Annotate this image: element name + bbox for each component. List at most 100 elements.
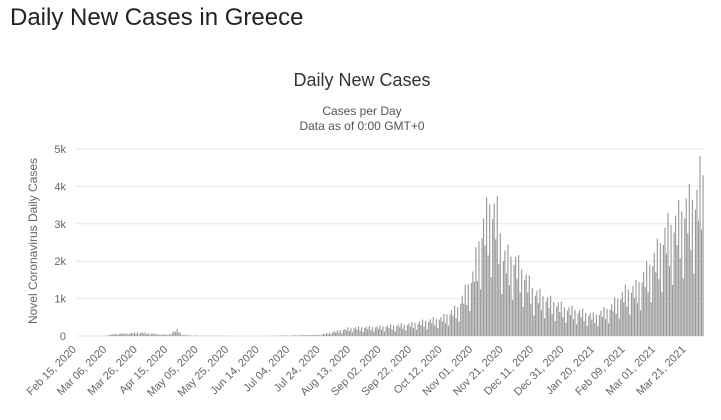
- bar: [135, 333, 137, 336]
- bar: [339, 330, 341, 336]
- bar: [176, 328, 178, 336]
- bar: [688, 183, 690, 336]
- bar: [345, 330, 347, 336]
- bar: [118, 333, 120, 336]
- bar: [659, 243, 661, 336]
- bar: [699, 156, 701, 336]
- bar: [170, 334, 172, 336]
- bar: [457, 307, 459, 336]
- bar: [676, 245, 678, 336]
- bar: [447, 325, 450, 336]
- bar: [658, 279, 660, 336]
- bar: [589, 313, 591, 336]
- bar: [510, 256, 512, 336]
- bar: [418, 321, 421, 336]
- y-tick-label: 2k: [54, 256, 66, 268]
- bar: [516, 279, 518, 336]
- bar: [153, 334, 155, 336]
- bar: [618, 318, 620, 336]
- bar: [519, 292, 521, 336]
- bar: [164, 334, 166, 336]
- bar: [420, 325, 422, 336]
- bar: [490, 276, 492, 336]
- bar: [415, 329, 418, 336]
- bar: [406, 325, 408, 336]
- bar: [438, 319, 440, 336]
- bar: [678, 199, 680, 336]
- bar: [601, 316, 604, 336]
- bar: [505, 273, 507, 336]
- bar: [627, 289, 629, 336]
- bar: [643, 272, 645, 336]
- bar: [388, 328, 390, 336]
- bar: [138, 334, 140, 336]
- bar: [289, 335, 291, 336]
- bar: [178, 332, 180, 336]
- bar: [687, 233, 689, 336]
- bar: [313, 335, 315, 336]
- bar: [112, 333, 114, 336]
- bar: [431, 323, 433, 336]
- bar: [545, 301, 547, 336]
- bar: [615, 313, 617, 336]
- bar: [632, 285, 634, 336]
- bar: [694, 209, 696, 336]
- bar: [481, 238, 483, 336]
- bar: [292, 335, 294, 336]
- bar: [332, 332, 334, 336]
- bar: [357, 326, 360, 336]
- bar: [396, 326, 398, 336]
- bar: [380, 329, 382, 336]
- bar: [297, 335, 299, 336]
- bar: [344, 328, 346, 336]
- bar: [165, 334, 168, 336]
- bar: [393, 325, 395, 336]
- bar: [159, 335, 161, 336]
- bar: [411, 321, 413, 336]
- bar: [653, 252, 655, 336]
- bar: [635, 279, 637, 336]
- bar: [655, 272, 657, 336]
- bar: [539, 288, 541, 336]
- bar: [638, 281, 640, 336]
- chart-subtitle-line2: Data as of 0:00 GMT+0: [299, 119, 424, 133]
- bar: [187, 335, 189, 336]
- bar: [190, 335, 192, 336]
- bar: [633, 298, 636, 336]
- bar: [502, 261, 504, 336]
- page-title: Daily New Cases in Greece: [10, 4, 304, 31]
- bar: [667, 212, 669, 336]
- bar: [675, 215, 677, 336]
- bar: [513, 264, 515, 336]
- bar: [664, 227, 666, 336]
- bar: [335, 332, 337, 336]
- bar: [182, 335, 184, 336]
- bar: [534, 295, 536, 336]
- bar: [140, 332, 142, 336]
- bar: [136, 332, 139, 336]
- bar: [487, 255, 489, 336]
- bar: [475, 247, 477, 336]
- bar: [383, 331, 386, 336]
- bar: [300, 335, 302, 336]
- bar: [324, 334, 326, 336]
- bar: [463, 303, 465, 336]
- bar: [167, 335, 169, 336]
- bar: [592, 312, 594, 336]
- bar: [528, 275, 530, 336]
- bar: [670, 224, 672, 336]
- bar: [379, 325, 381, 336]
- bar: [696, 189, 698, 336]
- y-tick-label: 4k: [54, 181, 66, 193]
- bar: [108, 335, 110, 336]
- bar: [530, 303, 532, 336]
- bar: [114, 334, 116, 336]
- bar: [565, 323, 567, 336]
- bar: [537, 303, 539, 336]
- bar: [130, 332, 133, 336]
- bar: [464, 284, 466, 336]
- bar: [591, 319, 593, 336]
- bar: [702, 175, 704, 336]
